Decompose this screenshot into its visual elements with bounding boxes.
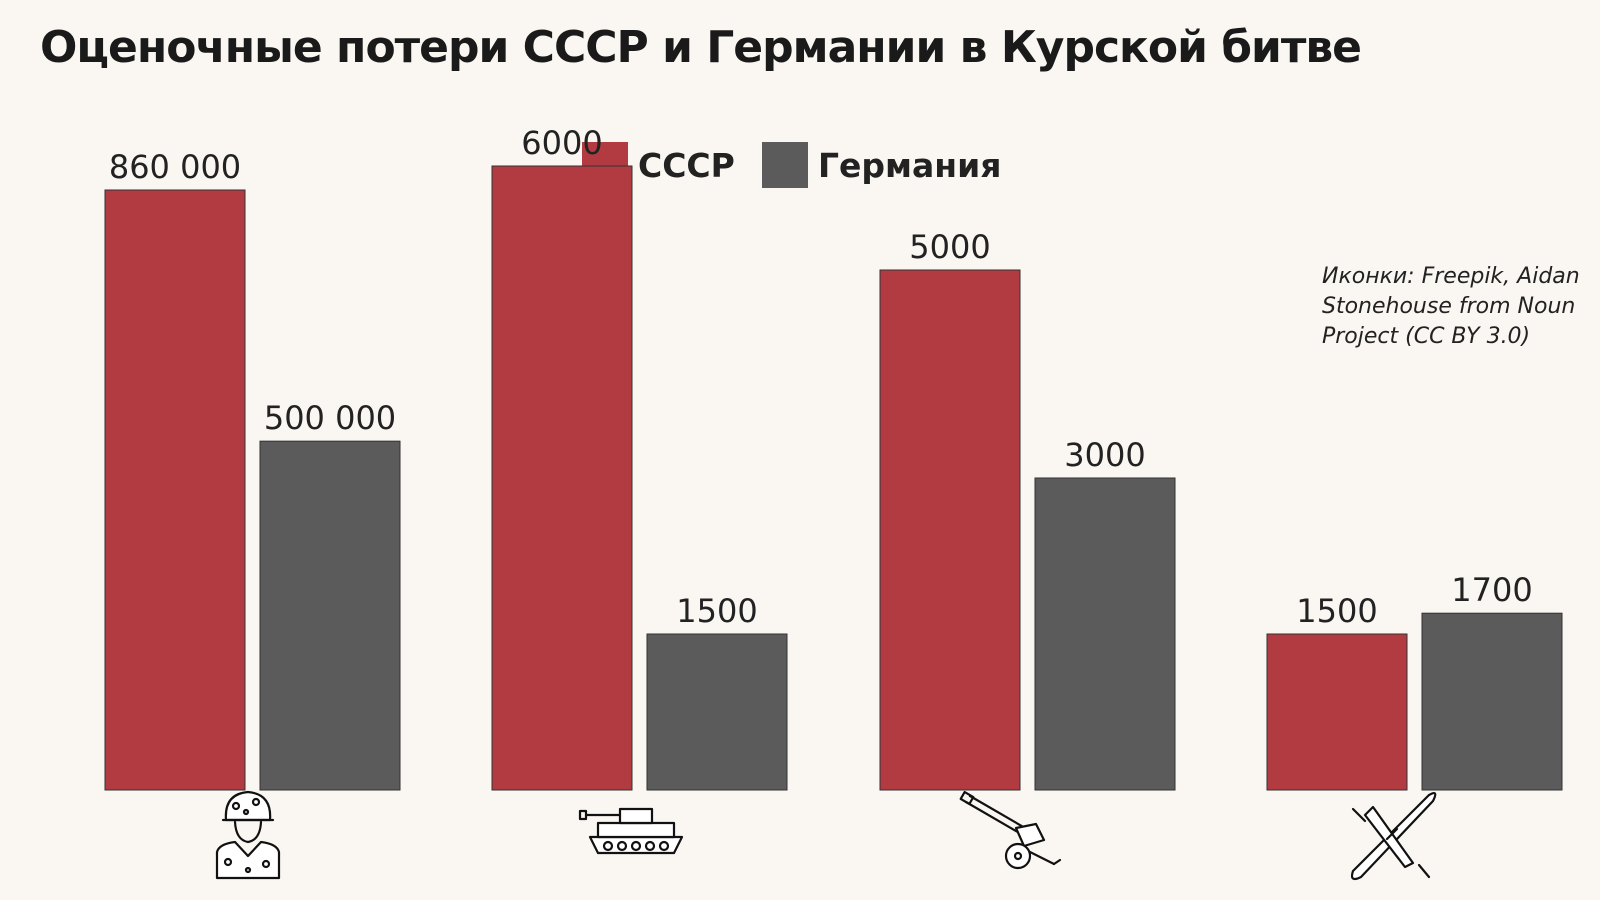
legend-label-germany: Германия — [818, 145, 1002, 185]
bar-ussr-2 — [879, 269, 1021, 791]
bar-germany-0 — [259, 440, 401, 791]
data-label-ussr-2: 5000 — [909, 228, 990, 266]
tank-icon — [578, 807, 684, 855]
data-label-germany-0: 500 000 — [264, 399, 396, 437]
icon-credit: Иконки: Freepik, Aidan Stonehouse from N… — [1322, 264, 1580, 349]
bar-ussr-3 — [1266, 633, 1408, 791]
bar-germany-2 — [1034, 477, 1176, 791]
data-label-germany-2: 3000 — [1064, 436, 1145, 474]
bar-ussr-1 — [491, 165, 633, 791]
data-label-ussr-3: 1500 — [1296, 592, 1377, 630]
legend-item-ussr: СССР — [582, 141, 735, 189]
soldier-icon — [215, 790, 281, 880]
chart-title: Оценочные потери СССР и Германии в Курск… — [40, 22, 1362, 73]
legend-swatch-germany — [762, 142, 808, 188]
bar-germany-1 — [646, 633, 788, 791]
aircraft-icon — [1350, 791, 1437, 881]
legend-item-germany: Германия — [762, 141, 1001, 189]
data-label-ussr-0: 860 000 — [109, 148, 241, 186]
data-label-ussr-1: 6000 — [521, 124, 602, 162]
bar-germany-3 — [1421, 612, 1563, 791]
artillery-icon — [959, 790, 1062, 870]
legend-label-ussr: СССР — [638, 145, 735, 185]
data-label-germany-3: 1700 — [1451, 571, 1532, 609]
bar-ussr-0 — [104, 189, 246, 791]
data-label-germany-1: 1500 — [676, 592, 757, 630]
